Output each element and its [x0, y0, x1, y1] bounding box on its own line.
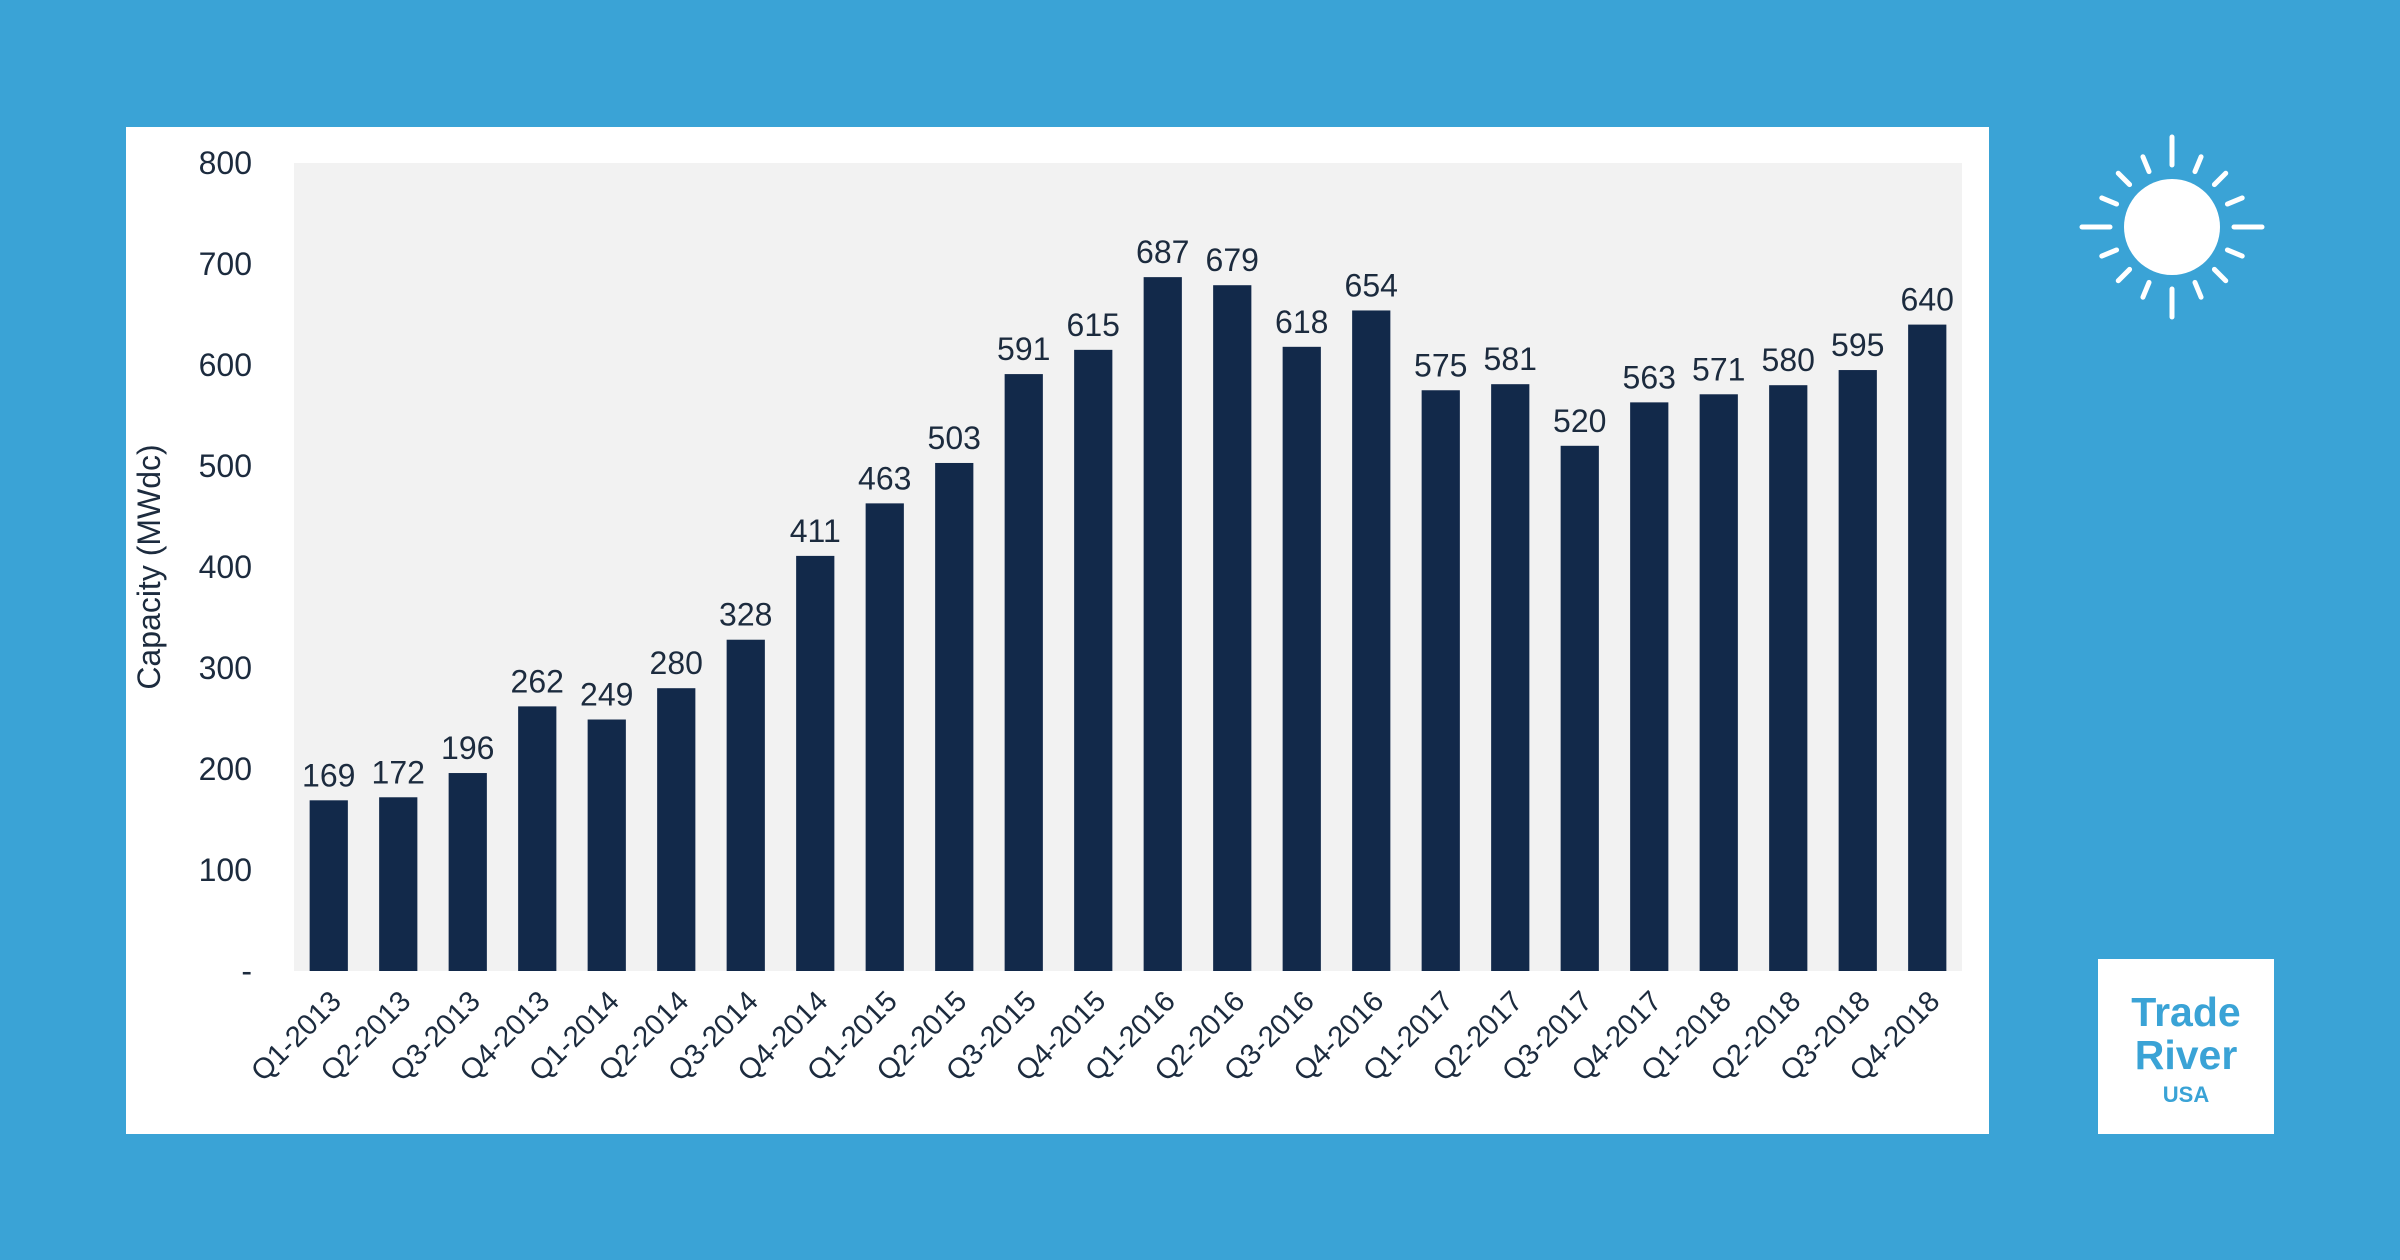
bar-value-label: 463 [858, 460, 911, 496]
brand-line-3: USA [2162, 1081, 2210, 1107]
y-tick-label: 200 [199, 751, 252, 787]
bar [1560, 445, 1599, 971]
sun-ray [2099, 195, 2120, 207]
plot-area [294, 163, 1962, 971]
bar [1491, 384, 1530, 971]
bar-value-label: 687 [1136, 234, 1189, 270]
bar [865, 503, 904, 971]
y-axis-ticks: - 100 200 300 400 500 600 700 800 [199, 145, 252, 989]
y-tick-label: 600 [199, 347, 252, 383]
sun-ray [2140, 154, 2152, 175]
bar-value-label: 196 [441, 730, 494, 766]
bar-value-label: 654 [1345, 267, 1398, 303]
bar-chart: Capacity (MWdc) - 100 200 300 400 500 600 700 80… [131, 145, 1962, 1088]
x-axis-ticks: Q1-2013Q2-2013Q3-2013Q4-2013Q1-2014Q2-20… [245, 985, 1946, 1087]
bar-value-label: 591 [997, 331, 1050, 367]
bar-value-label: 563 [1623, 359, 1676, 395]
y-tick-label: - [241, 953, 252, 989]
bar-value-label: 615 [1067, 307, 1120, 343]
bar-value-label: 581 [1484, 341, 1537, 377]
bar [796, 555, 835, 971]
brand-logo: Trade River USA [2098, 959, 2274, 1134]
y-tick-label: 300 [199, 650, 252, 686]
bar [1421, 390, 1460, 971]
brand-line-2: River [2134, 1031, 2238, 1078]
bar [1769, 385, 1808, 971]
y-tick-label: 700 [199, 246, 252, 282]
bar-value-label: 640 [1901, 282, 1954, 318]
y-tick-label: 100 [199, 852, 252, 888]
bar [309, 800, 348, 971]
bar [379, 797, 418, 971]
bar-value-label: 679 [1206, 242, 1259, 278]
sun-ray [2224, 195, 2245, 207]
y-tick-label: 400 [199, 549, 252, 585]
bar [726, 639, 765, 971]
y-axis-title-group: Capacity (MWdc) [131, 444, 167, 689]
bar-value-label: 328 [719, 597, 772, 633]
bar-value-label: 618 [1275, 304, 1328, 340]
bar-value-label: 571 [1692, 351, 1745, 387]
y-tick-label: 800 [199, 145, 252, 181]
bar [1143, 277, 1182, 971]
y-tick-label: 500 [199, 448, 252, 484]
bar-value-label: 169 [302, 757, 355, 793]
sun-icon [2079, 134, 2265, 320]
bar-value-label: 172 [372, 754, 425, 790]
bar [1630, 402, 1669, 971]
bar [1838, 370, 1877, 971]
data-labels: 169 172 196 262 249 280 328 411 463 503 591 615 687 6… [302, 234, 1954, 793]
bar [1074, 349, 1113, 972]
sun-ray [2115, 266, 2133, 284]
sun-ray [2099, 247, 2120, 259]
sun-ray [2192, 154, 2204, 175]
bar [448, 773, 487, 971]
bar [935, 462, 974, 971]
bar [1213, 285, 1252, 971]
bar-value-label: 503 [928, 420, 981, 456]
brand-line-1: Trade [2131, 988, 2241, 1035]
sun-ray [2211, 266, 2229, 284]
bar [587, 719, 626, 971]
bars [309, 277, 1947, 972]
bar-value-label: 580 [1762, 342, 1815, 378]
bar [518, 706, 557, 971]
bar-value-label: 280 [650, 645, 703, 681]
bar [1352, 310, 1391, 971]
bar [657, 688, 696, 971]
sun-ray [2140, 279, 2152, 300]
y-axis-title: Capacity (MWdc) [131, 444, 167, 689]
bar-value-label: 262 [511, 663, 564, 699]
bar [1699, 394, 1738, 971]
bar [1004, 374, 1043, 972]
chart-card: Capacity (MWdc) - 100 200 300 400 500 600 700 80… [126, 127, 1989, 1134]
bar-value-label: 595 [1831, 327, 1884, 363]
sun-ray [2115, 170, 2133, 188]
bar-value-label: 520 [1553, 403, 1606, 439]
sun-ray [2211, 170, 2229, 188]
bar-value-label: 411 [790, 513, 841, 549]
bar [1282, 346, 1321, 971]
sun-ray [2224, 247, 2245, 259]
bar-value-label: 575 [1414, 347, 1467, 383]
bar [1908, 324, 1947, 972]
bar-value-label: 249 [580, 677, 633, 713]
sun-ray [2192, 279, 2204, 300]
